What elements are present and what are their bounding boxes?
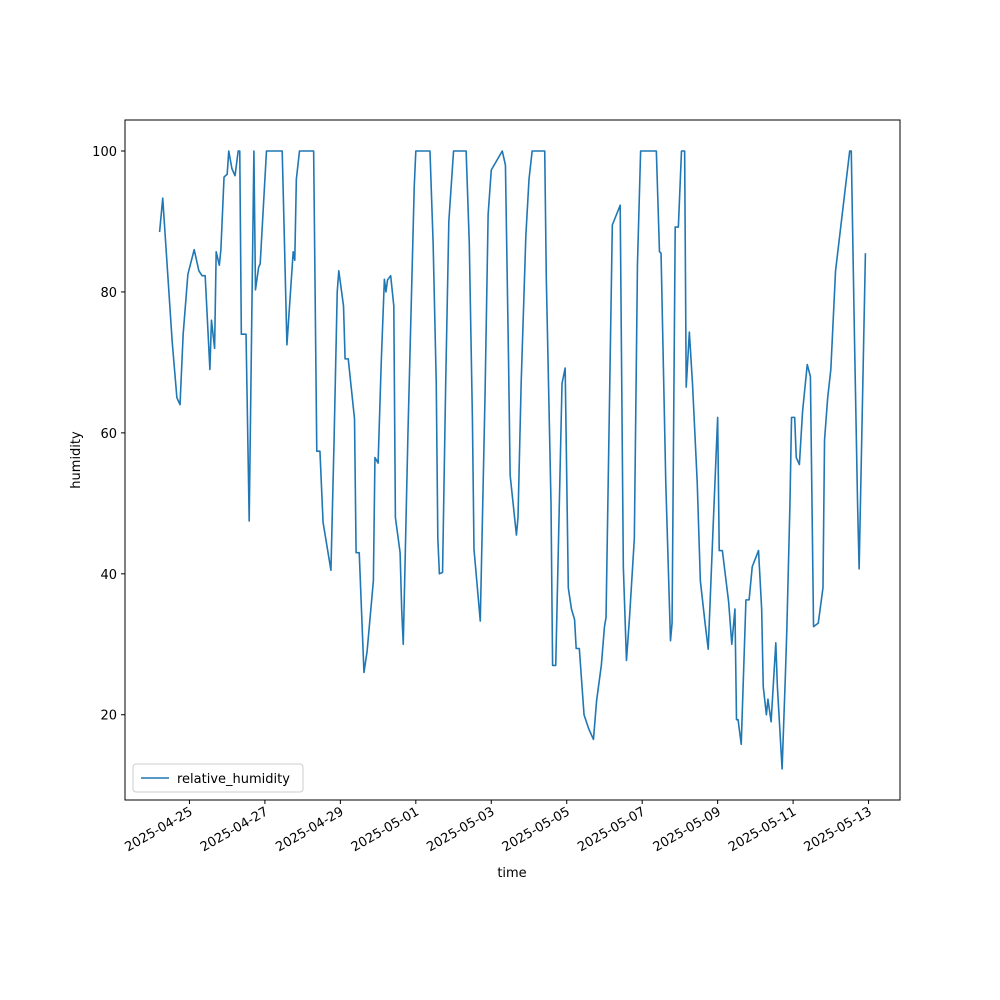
x-tick-label: 2025-05-01 [349,804,422,855]
x-tick-label: 2025-05-09 [651,804,724,855]
x-tick-label: 2025-04-29 [273,804,346,855]
x-tick-label: 2025-04-27 [198,804,271,855]
y-tick-label: 40 [100,568,117,583]
y-tick-label: 100 [92,145,117,160]
y-tick-label: 20 [100,709,117,724]
x-tick-label: 2025-05-05 [500,804,573,855]
x-tick-label: 2025-05-03 [424,804,497,855]
y-axis-label: humidity [69,431,84,489]
x-tick-label: 2025-05-11 [726,804,799,855]
legend-label: relative_humidity [177,772,290,787]
x-tick-label: 2025-04-25 [123,804,196,855]
y-tick-label: 60 [100,427,117,442]
y-tick-label: 80 [100,286,117,301]
x-tick-label: 2025-05-07 [575,804,648,855]
x-tick-label: 2025-05-13 [802,804,875,855]
x-axis-label: time [497,866,526,881]
legend: relative_humidity [132,763,304,793]
legend-frame [132,763,304,793]
line [158,150,867,770]
plot-frame [124,119,901,801]
